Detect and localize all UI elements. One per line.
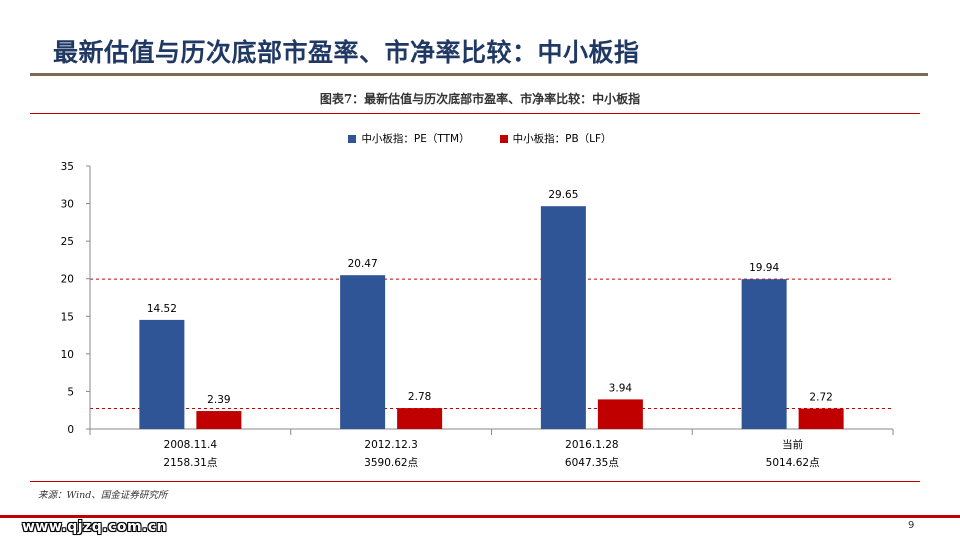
- title-divider: [30, 73, 928, 76]
- page-number: 9: [908, 520, 915, 531]
- y-tick-label-10: 10: [61, 349, 74, 361]
- chart-legend: 中小板指：PE（TTM） 中小板指：PB（LF）: [0, 131, 960, 146]
- caption-divider: [30, 113, 920, 114]
- legend-item-pb: 中小板指：PB（LF）: [499, 131, 612, 146]
- bar-pe-3: [741, 279, 787, 429]
- bar-pb-0: [196, 411, 242, 429]
- bar-pe-0: [139, 319, 185, 429]
- y-tick-label-35: 35: [61, 161, 74, 173]
- bar-pe-1: [340, 275, 386, 429]
- legend-swatch-pb: [499, 134, 508, 143]
- bar-pb-3: [798, 408, 844, 429]
- footer-bar: [0, 515, 960, 518]
- data-label-pb-2: 3.94: [609, 382, 633, 394]
- bar-pe-2: [540, 206, 586, 429]
- source-divider: [30, 481, 920, 482]
- data-label-pe-2: 29.65: [548, 189, 578, 201]
- legend-swatch-pe: [348, 134, 357, 143]
- x-tick-sublabel-0: 2158.31点: [163, 457, 217, 469]
- x-tick-sublabel-3: 5014.62点: [766, 457, 820, 469]
- figure-caption: 图表7：最新估值与历次底部市盈率、市净率比较：中小板指: [319, 92, 641, 106]
- y-tick-label-0: 0: [67, 424, 74, 436]
- data-label-pe-1: 20.47: [348, 258, 378, 270]
- watermark-logo: www.qjzq.com.cn: [22, 519, 168, 535]
- legend-item-pe: 中小板指：PE（TTM）: [348, 131, 470, 146]
- data-label-pb-3: 2.72: [809, 392, 832, 404]
- data-label-pe-3: 19.94: [749, 262, 779, 274]
- y-tick-label-15: 15: [61, 311, 74, 323]
- data-label-pb-1: 2.78: [408, 391, 431, 403]
- legend-label-pe: 中小板指：PE（TTM）: [361, 133, 470, 145]
- data-label-pe-0: 14.52: [147, 303, 177, 315]
- y-tick-label-25: 25: [61, 236, 74, 248]
- legend-label-pb: 中小板指：PB（LF）: [512, 133, 612, 145]
- page-title: 最新估值与历次底部市盈率、市净率比较：中小板指: [53, 38, 640, 67]
- x-tick-label-0: 2008.11.4: [164, 439, 218, 451]
- bar-pb-1: [397, 408, 443, 429]
- y-tick-label-5: 5: [67, 386, 74, 398]
- bar-pb-2: [597, 399, 643, 429]
- y-tick-label-20: 20: [61, 274, 74, 286]
- x-tick-sublabel-1: 3590.62点: [364, 457, 418, 469]
- x-tick-label-3: 当前: [782, 438, 803, 451]
- x-tick-label-1: 2012.12.3: [364, 439, 417, 451]
- x-tick-label-2: 2016.1.28: [565, 439, 618, 451]
- source-note: 来源：Wind、国金证券研究所: [38, 490, 168, 501]
- x-tick-sublabel-2: 6047.35点: [565, 457, 619, 469]
- data-label-pb-0: 2.39: [207, 394, 230, 406]
- y-tick-label-30: 30: [61, 199, 74, 211]
